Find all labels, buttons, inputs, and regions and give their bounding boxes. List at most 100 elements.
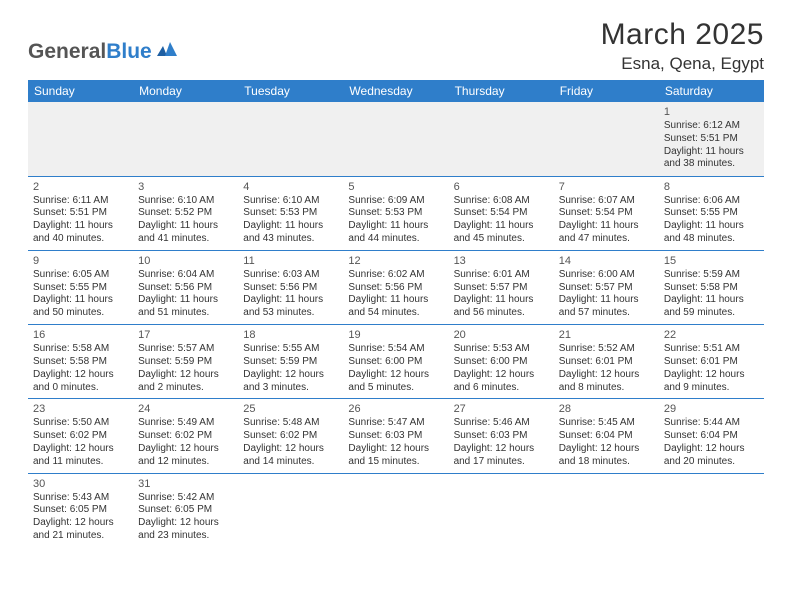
daylight-text: and 57 minutes. (559, 307, 654, 320)
daylight-text: and 11 minutes. (33, 456, 128, 469)
day-number: 28 (559, 402, 654, 416)
sunrise-text: Sunrise: 5:53 AM (454, 343, 549, 356)
day-number: 16 (33, 328, 128, 342)
sunrise-text: Sunrise: 5:42 AM (138, 492, 233, 505)
daylight-text: and 47 minutes. (559, 233, 654, 246)
calendar-empty-cell (238, 473, 343, 547)
calendar-day-cell: 18Sunrise: 5:55 AMSunset: 5:59 PMDayligh… (238, 325, 343, 399)
daylight-text: Daylight: 11 hours (454, 220, 549, 233)
calendar-empty-cell (133, 102, 238, 176)
sunset-text: Sunset: 5:51 PM (33, 207, 128, 220)
calendar-day-cell: 30Sunrise: 5:43 AMSunset: 6:05 PMDayligh… (28, 473, 133, 547)
daylight-text: and 51 minutes. (138, 307, 233, 320)
sunset-text: Sunset: 5:56 PM (138, 282, 233, 295)
daylight-text: and 40 minutes. (33, 233, 128, 246)
day-content: 5Sunrise: 6:09 AMSunset: 5:53 PMDaylight… (343, 177, 448, 250)
daylight-text: Daylight: 12 hours (33, 517, 128, 530)
sunrise-text: Sunrise: 6:05 AM (33, 269, 128, 282)
day-number: 2 (33, 180, 128, 194)
day-content: 12Sunrise: 6:02 AMSunset: 5:56 PMDayligh… (343, 251, 448, 324)
daylight-text: and 50 minutes. (33, 307, 128, 320)
day-content: 17Sunrise: 5:57 AMSunset: 5:59 PMDayligh… (133, 325, 238, 398)
daylight-text: Daylight: 12 hours (454, 369, 549, 382)
daylight-text: and 43 minutes. (243, 233, 338, 246)
calendar-empty-cell (554, 102, 659, 176)
day-content: 19Sunrise: 5:54 AMSunset: 6:00 PMDayligh… (343, 325, 448, 398)
day-content: 10Sunrise: 6:04 AMSunset: 5:56 PMDayligh… (133, 251, 238, 324)
calendar-week-row: 30Sunrise: 5:43 AMSunset: 6:05 PMDayligh… (28, 473, 764, 547)
day-content: 15Sunrise: 5:59 AMSunset: 5:58 PMDayligh… (659, 251, 764, 324)
day-content: 1Sunrise: 6:12 AMSunset: 5:51 PMDaylight… (659, 102, 764, 175)
calendar-day-cell: 6Sunrise: 6:08 AMSunset: 5:54 PMDaylight… (449, 176, 554, 250)
daylight-text: Daylight: 12 hours (664, 369, 759, 382)
sunset-text: Sunset: 6:01 PM (664, 356, 759, 369)
day-content: 20Sunrise: 5:53 AMSunset: 6:00 PMDayligh… (449, 325, 554, 398)
calendar-day-cell: 9Sunrise: 6:05 AMSunset: 5:55 PMDaylight… (28, 250, 133, 324)
day-number: 15 (664, 254, 759, 268)
sunrise-text: Sunrise: 6:00 AM (559, 269, 654, 282)
title-block: March 2025 Esna, Qena, Egypt (601, 18, 764, 74)
day-content: 25Sunrise: 5:48 AMSunset: 6:02 PMDayligh… (238, 399, 343, 472)
sunrise-text: Sunrise: 6:10 AM (138, 195, 233, 208)
daylight-text: and 59 minutes. (664, 307, 759, 320)
day-number: 14 (559, 254, 654, 268)
daylight-text: Daylight: 12 hours (348, 443, 443, 456)
calendar-empty-cell (343, 473, 448, 547)
day-content: 2Sunrise: 6:11 AMSunset: 5:51 PMDaylight… (28, 177, 133, 250)
sunset-text: Sunset: 5:59 PM (138, 356, 233, 369)
day-number: 22 (664, 328, 759, 342)
calendar-week-row: 23Sunrise: 5:50 AMSunset: 6:02 PMDayligh… (28, 399, 764, 473)
sunset-text: Sunset: 6:03 PM (454, 430, 549, 443)
header: GeneralBlue March 2025 Esna, Qena, Egypt (28, 18, 764, 74)
calendar-day-cell: 3Sunrise: 6:10 AMSunset: 5:52 PMDaylight… (133, 176, 238, 250)
sunset-text: Sunset: 5:58 PM (664, 282, 759, 295)
daylight-text: Daylight: 11 hours (454, 294, 549, 307)
daylight-text: and 38 minutes. (664, 158, 759, 171)
sunset-text: Sunset: 6:04 PM (664, 430, 759, 443)
sunrise-text: Sunrise: 5:59 AM (664, 269, 759, 282)
daylight-text: Daylight: 12 hours (559, 443, 654, 456)
calendar-day-cell: 31Sunrise: 5:42 AMSunset: 6:05 PMDayligh… (133, 473, 238, 547)
sunset-text: Sunset: 5:58 PM (33, 356, 128, 369)
daylight-text: Daylight: 11 hours (243, 294, 338, 307)
sunset-text: Sunset: 5:55 PM (664, 207, 759, 220)
daylight-text: Daylight: 11 hours (348, 220, 443, 233)
sunrise-text: Sunrise: 5:47 AM (348, 417, 443, 430)
day-number: 30 (33, 477, 128, 491)
daylight-text: Daylight: 12 hours (243, 369, 338, 382)
sunrise-text: Sunrise: 5:52 AM (559, 343, 654, 356)
weekday-header: Wednesday (343, 80, 448, 102)
daylight-text: and 3 minutes. (243, 382, 338, 395)
calendar-day-cell: 17Sunrise: 5:57 AMSunset: 5:59 PMDayligh… (133, 325, 238, 399)
daylight-text: Daylight: 12 hours (138, 443, 233, 456)
sunset-text: Sunset: 6:04 PM (559, 430, 654, 443)
daylight-text: Daylight: 11 hours (559, 294, 654, 307)
daylight-text: Daylight: 11 hours (664, 146, 759, 159)
sunrise-text: Sunrise: 6:01 AM (454, 269, 549, 282)
daylight-text: and 12 minutes. (138, 456, 233, 469)
day-number: 23 (33, 402, 128, 416)
month-title: March 2025 (601, 18, 764, 52)
calendar-day-cell: 14Sunrise: 6:00 AMSunset: 5:57 PMDayligh… (554, 250, 659, 324)
sunset-text: Sunset: 6:05 PM (33, 504, 128, 517)
daylight-text: and 45 minutes. (454, 233, 549, 246)
calendar-day-cell: 23Sunrise: 5:50 AMSunset: 6:02 PMDayligh… (28, 399, 133, 473)
sunrise-text: Sunrise: 5:46 AM (454, 417, 549, 430)
day-content: 4Sunrise: 6:10 AMSunset: 5:53 PMDaylight… (238, 177, 343, 250)
daylight-text: Daylight: 12 hours (664, 443, 759, 456)
calendar-empty-cell (343, 102, 448, 176)
calendar-empty-cell (449, 102, 554, 176)
brand-part1: General (28, 40, 106, 64)
daylight-text: Daylight: 12 hours (348, 369, 443, 382)
sunset-text: Sunset: 6:00 PM (454, 356, 549, 369)
calendar-empty-cell (449, 473, 554, 547)
day-content: 8Sunrise: 6:06 AMSunset: 5:55 PMDaylight… (659, 177, 764, 250)
sunrise-text: Sunrise: 5:45 AM (559, 417, 654, 430)
daylight-text: Daylight: 11 hours (33, 220, 128, 233)
daylight-text: and 15 minutes. (348, 456, 443, 469)
daylight-text: and 44 minutes. (348, 233, 443, 246)
daylight-text: and 48 minutes. (664, 233, 759, 246)
day-content: 31Sunrise: 5:42 AMSunset: 6:05 PMDayligh… (133, 474, 238, 547)
sunset-text: Sunset: 5:59 PM (243, 356, 338, 369)
calendar-day-cell: 29Sunrise: 5:44 AMSunset: 6:04 PMDayligh… (659, 399, 764, 473)
